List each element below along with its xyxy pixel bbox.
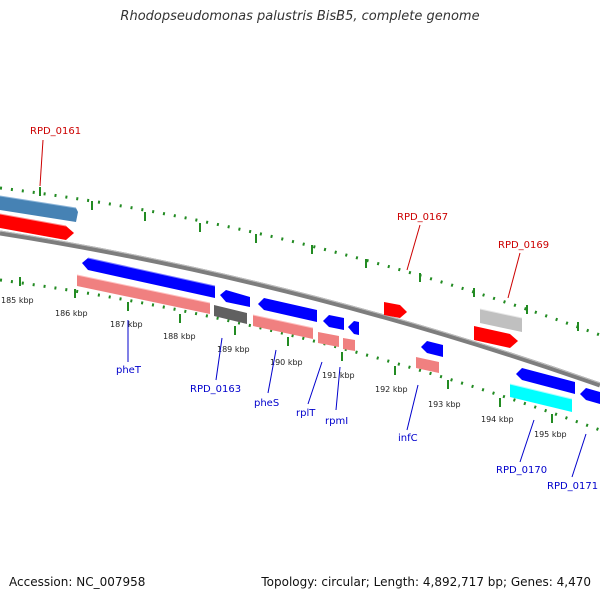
leader-rpd0170 xyxy=(519,419,535,463)
upper-features xyxy=(0,195,523,348)
feature-cds-rpd0161-edge xyxy=(0,213,67,227)
feature-gene-rpd0163[interactable] xyxy=(220,290,250,307)
gene-label-bottom[interactable]: RPD_0170 xyxy=(496,465,547,476)
genome-backbone-highlight xyxy=(0,230,600,384)
leader-phes xyxy=(267,349,277,394)
gene-label-top[interactable]: RPD_0167 xyxy=(397,212,448,223)
feature-cds-rpd0167[interactable] xyxy=(384,302,407,318)
tick-label: 195 kbp xyxy=(534,430,567,439)
genome-backbone xyxy=(0,230,600,388)
feature-rna-phet-edge xyxy=(76,274,211,304)
feature-gene-rplt[interactable] xyxy=(323,315,344,330)
tick-label: 186 kbp xyxy=(55,309,88,318)
gene-label-bottom[interactable]: infC xyxy=(398,433,418,444)
tick-label: 190 kbp xyxy=(270,358,303,367)
upper-major-ticks xyxy=(39,187,579,331)
gene-label-bottom[interactable]: pheS xyxy=(254,398,279,409)
tick-label: 192 kbp xyxy=(375,385,408,394)
leader-rpd0167 xyxy=(406,224,421,271)
leader-rplt xyxy=(307,361,323,405)
lower-features xyxy=(76,257,600,412)
upper-leaders xyxy=(39,139,521,299)
feature-gene-phes[interactable] xyxy=(258,298,317,322)
feature-gene-phet[interactable] xyxy=(82,258,215,298)
feature-misc-rpd0163[interactable] xyxy=(214,305,247,324)
genome-title: Rhodopseudomonas palustris BisB5, comple… xyxy=(120,9,480,24)
feature-gene-rpd0170[interactable] xyxy=(516,368,575,394)
feature-trna-rpd0170-edge xyxy=(509,383,573,400)
tick-labels: 185 kbp 186 kbp 187 kbp 188 kbp 189 kbp … xyxy=(1,296,567,439)
feature-rna-phet[interactable] xyxy=(77,275,210,314)
upper-gene-labels: RPD_0161 RPD_0167 RPD_0169 xyxy=(30,126,549,251)
gene-label-bottom[interactable]: RPD_0171 xyxy=(547,481,598,492)
feature-rna-rpd0161-edge xyxy=(0,195,77,209)
leader-rpd0169 xyxy=(507,252,521,299)
leader-rpd0163 xyxy=(215,337,223,381)
gene-label-bottom[interactable]: pheT xyxy=(116,365,142,376)
leader-rpd0171 xyxy=(571,433,587,478)
gene-label-bottom[interactable]: rplT xyxy=(296,408,316,419)
feature-rna-phes[interactable] xyxy=(253,315,313,339)
tick-label: 188 kbp xyxy=(163,332,196,341)
feature-gene-rpd0171[interactable] xyxy=(580,388,600,404)
lower-major-ticks xyxy=(19,277,553,423)
feature-rna-infc[interactable] xyxy=(416,357,439,373)
gene-label-top[interactable]: RPD_0169 xyxy=(498,240,549,251)
gene-label-bottom[interactable]: rpmI xyxy=(325,416,348,427)
gene-label-bottom[interactable]: RPD_0163 xyxy=(190,384,241,395)
feature-rna-rpd0161[interactable] xyxy=(0,196,78,222)
feature-rna-rpmi[interactable] xyxy=(343,338,355,351)
tick-label: 194 kbp xyxy=(481,415,514,424)
feature-misc-rpd0169[interactable] xyxy=(480,309,522,332)
tick-label: 187 kbp xyxy=(110,320,143,329)
tick-label: 185 kbp xyxy=(1,296,34,305)
gene-label-top[interactable]: RPD_0161 xyxy=(30,126,81,137)
tick-label: 193 kbp xyxy=(428,400,461,409)
feature-rna-rplt[interactable] xyxy=(318,332,339,347)
feature-gene-rpmi[interactable] xyxy=(348,321,359,335)
feature-rna-phes-edge xyxy=(252,314,314,329)
leader-infc xyxy=(406,384,419,431)
feature-gene-infc[interactable] xyxy=(421,341,443,357)
leader-rpmi xyxy=(335,366,341,411)
feature-misc-rpd0169-edge xyxy=(479,308,523,319)
tick-label: 191 kbp xyxy=(322,371,355,380)
feature-gene-phet-edge xyxy=(87,257,216,287)
feature-cds-rpd0161[interactable] xyxy=(0,214,74,240)
accession-text: Accession: NC_007958 xyxy=(9,575,146,589)
leader-rpd0161 xyxy=(39,139,44,187)
lower-gene-labels: pheT RPD_0163 pheS rplT rpmI infC RPD_01… xyxy=(116,365,598,492)
feature-trna-rpd0170[interactable] xyxy=(510,384,572,412)
genome-summary-text: Topology: circular; Length: 4,892,717 bp… xyxy=(261,575,591,589)
feature-cds-rpd0169[interactable] xyxy=(474,326,518,348)
tick-label: 189 kbp xyxy=(217,345,250,354)
lower-leaders xyxy=(127,320,587,478)
